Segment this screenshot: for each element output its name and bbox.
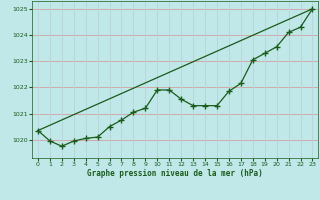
X-axis label: Graphe pression niveau de la mer (hPa): Graphe pression niveau de la mer (hPa)	[87, 169, 263, 178]
